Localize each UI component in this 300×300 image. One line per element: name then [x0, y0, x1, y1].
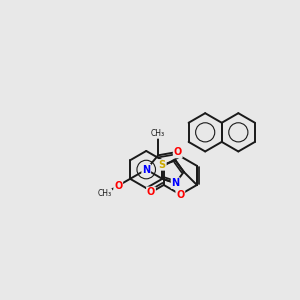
Text: O: O	[114, 181, 122, 191]
Text: N: N	[172, 178, 180, 188]
Text: S: S	[159, 160, 166, 170]
Text: N: N	[142, 164, 150, 175]
Text: O: O	[147, 187, 155, 197]
Text: O: O	[174, 148, 182, 158]
Text: O: O	[176, 190, 184, 200]
Text: CH₃: CH₃	[151, 129, 165, 138]
Text: CH₃: CH₃	[98, 189, 112, 198]
